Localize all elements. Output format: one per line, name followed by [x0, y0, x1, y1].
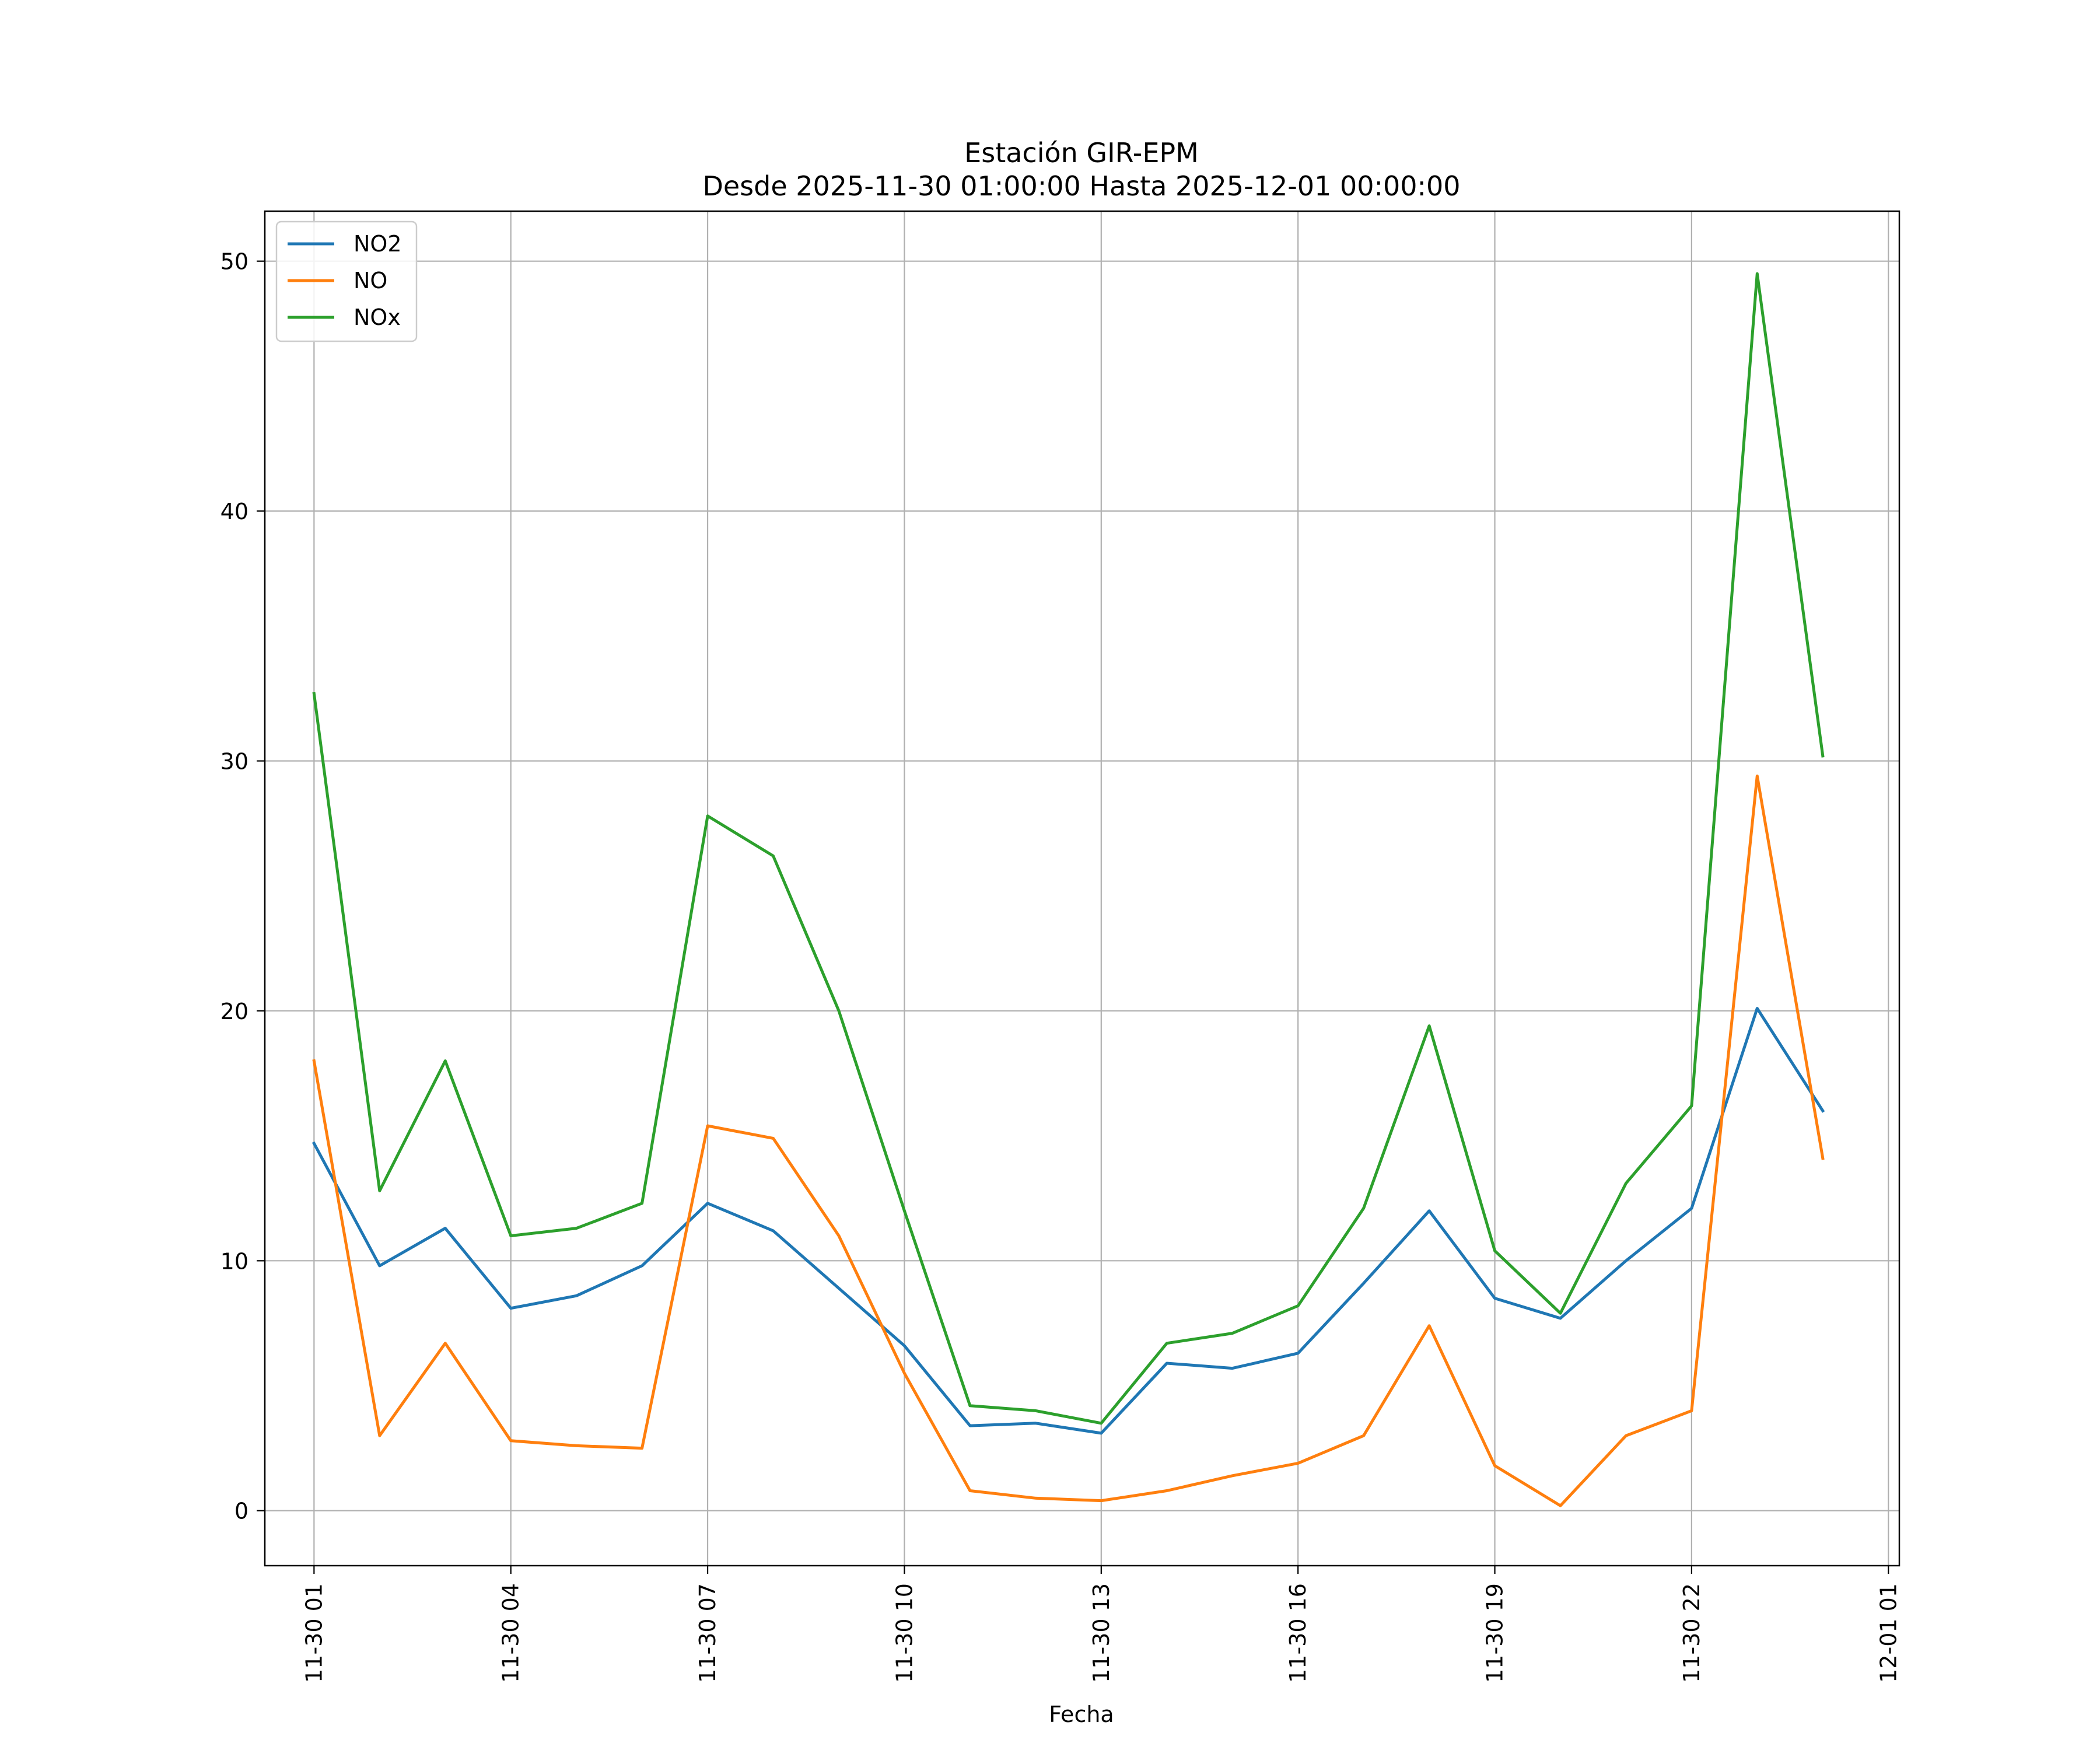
- y-tick-label: 0: [235, 1499, 249, 1524]
- legend-box: [275, 220, 418, 342]
- x-tick-label: 11-30 22: [1679, 1583, 1704, 1683]
- y-tick-label: 20: [220, 999, 249, 1024]
- series-line-no2: [312, 1007, 1825, 1435]
- x-tick-label: 11-30 19: [1482, 1583, 1508, 1683]
- chart-subtitle: Desde 2025-11-30 01:00:00 Hasta 2025-12-…: [702, 170, 1460, 202]
- legend: NO2 NO NOx: [275, 220, 418, 342]
- legend-label: NOx: [354, 304, 401, 330]
- x-tick-label: 11-30 07: [695, 1583, 720, 1683]
- x-tick-label: 11-30 10: [891, 1583, 917, 1683]
- chart-title: Estación GIR-EPM: [964, 137, 1199, 169]
- x-tick-label: 11-30 04: [498, 1583, 524, 1683]
- x-tick-label: 11-30 01: [301, 1583, 327, 1683]
- ticks: 11-30 01 11-30 04 11-30 07 11-30 10 11-30 13…: [220, 249, 1902, 1683]
- series-line-nox: [312, 272, 1825, 1425]
- legend-label: NO: [354, 268, 387, 293]
- y-tick-label: 10: [220, 1248, 249, 1274]
- x-tick-label: 12-01 01: [1875, 1583, 1901, 1683]
- series-lines: [312, 272, 1825, 1507]
- plot-area: [264, 210, 1901, 1567]
- legend-label: NO2: [354, 231, 402, 257]
- x-axis-label: Fecha: [1049, 1702, 1114, 1727]
- x-tick-label: 11-30 16: [1285, 1583, 1311, 1683]
- y-tick-label: 30: [220, 749, 249, 775]
- y-tick-label: 40: [220, 499, 249, 524]
- x-tick-label: 11-30 13: [1088, 1583, 1114, 1683]
- y-tick-label: 50: [220, 249, 249, 275]
- series-line-no: [312, 774, 1825, 1507]
